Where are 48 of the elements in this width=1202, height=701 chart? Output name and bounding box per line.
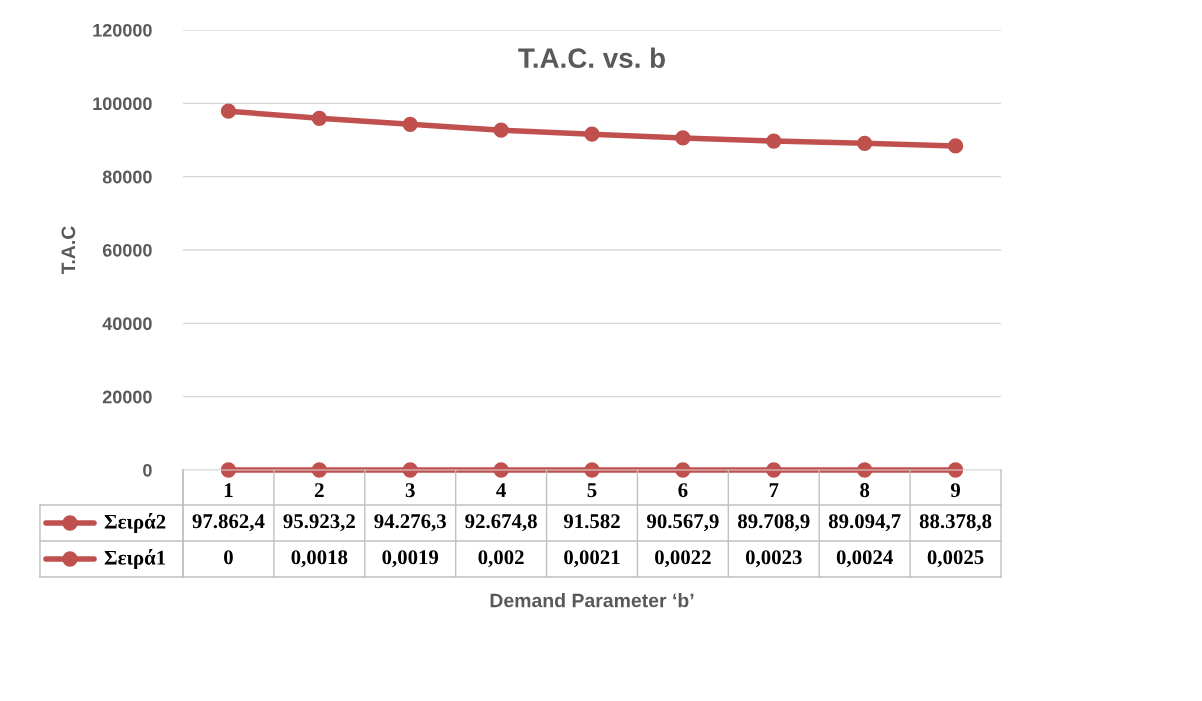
point (311, 110, 327, 126)
point (584, 126, 600, 142)
data-label: 97.862,4 (192, 514, 265, 532)
x-tick-label: 5 (587, 483, 597, 498)
point (402, 116, 418, 132)
data-label: 89.708,9 (738, 514, 810, 532)
data-label: 90.567,9 (647, 514, 719, 532)
y-tick-label: 100000 (93, 97, 152, 111)
x-tick-label: 6 (678, 483, 688, 498)
x-tick-label: 3 (405, 483, 415, 498)
legend-label: Σειρά1 (104, 549, 166, 569)
data-label: 0,0022 (655, 550, 711, 568)
x-tick-label: 1 (224, 483, 233, 497)
y-tick-label: 0 (143, 463, 152, 477)
legend-label: Σειρά2 (104, 513, 166, 533)
text: T.A.C. vs. b (518, 47, 665, 68)
point (947, 138, 964, 154)
data-label: 91.582 (563, 514, 620, 529)
data-label: 0,002 (478, 550, 524, 568)
data-label: 94.276,3 (374, 514, 446, 532)
data-label: 0,0025 (927, 550, 984, 568)
point (766, 133, 782, 149)
point (857, 135, 873, 151)
x-tick-label: 9 (950, 483, 961, 498)
x-tick-label: 4 (496, 483, 506, 497)
y-axis-title: T.A.C (61, 226, 76, 275)
data-label: 0,0024 (836, 550, 893, 568)
point (675, 130, 691, 146)
y-tick-label: 20000 (102, 390, 152, 404)
data-label: 0,0023 (745, 550, 802, 568)
point (220, 103, 237, 119)
data-label: 0 (224, 550, 233, 565)
y-tick-label: 80000 (102, 170, 152, 184)
y-tick-label: 60000 (102, 243, 152, 257)
y-tick-label: 40000 (102, 317, 152, 331)
x-tick-label: 8 (860, 483, 870, 498)
y-tick-label: 120000 (93, 23, 152, 37)
x-tick-label: 2 (315, 483, 324, 497)
data-label: 0,0018 (291, 550, 348, 568)
data-label: 88.378,8 (919, 514, 992, 532)
data-label: 92.674,8 (465, 514, 537, 532)
data-label: 95.923,2 (283, 514, 355, 532)
data-label: 0,0019 (382, 550, 439, 568)
x-tick-label: 7 (769, 483, 779, 497)
x-axis-title: Demand Parameter ‘b’ (490, 593, 694, 608)
data-label: 0,0021 (564, 550, 620, 568)
data-label: 89.094,7 (828, 514, 901, 532)
point (493, 122, 509, 138)
